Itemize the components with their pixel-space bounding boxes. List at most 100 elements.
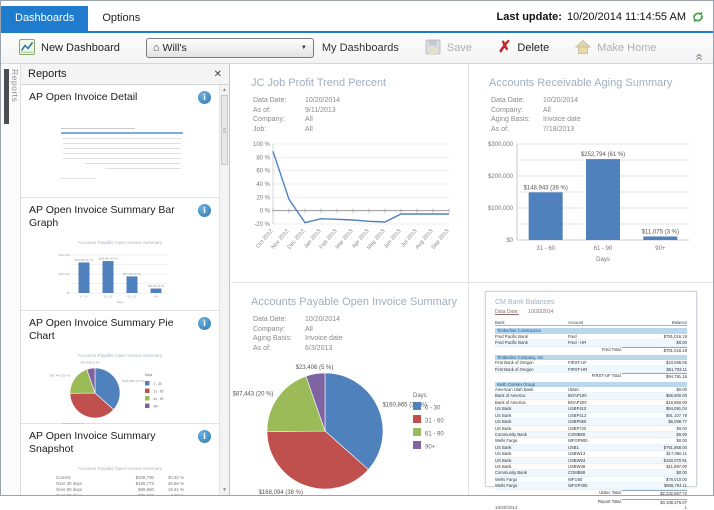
meta-row: Data Date: 10/20/2014 (253, 96, 468, 106)
pie-slice-label: $160,865 (37 %) (122, 379, 144, 383)
account-code: UtSec (567, 387, 580, 393)
bank-name: First Bank of Oregon (495, 360, 534, 366)
tab-dashboards[interactable]: Dashboards (1, 6, 89, 31)
report-item-ap-summary-bar-graph[interactable]: AP Open Invoice Summary Bar Graph i Acco… (21, 198, 219, 311)
bank-name: US Bank (495, 463, 512, 469)
reports-vertical-tab[interactable]: Reports (4, 69, 20, 127)
bank-name: US Bank (495, 444, 512, 450)
report-item-ap-summary-pie-chart[interactable]: AP Open Invoice Summary Pie Chart i Acco… (21, 311, 219, 424)
save-button[interactable]: Save (425, 39, 472, 58)
meta-value: 10/20/2014 (305, 97, 341, 104)
last-update: Last update: 10/20/2014 11:14:55 AM (497, 10, 713, 31)
meta-label: Company: (253, 325, 285, 333)
dashboard-select[interactable]: ⌂ Will's ▼ (145, 38, 314, 58)
make-home-button[interactable]: Make Home (574, 39, 657, 58)
bar-value-label: $11,075 (3 %) (642, 229, 679, 235)
y-tick-label: $200,000 (58, 253, 70, 257)
meta-label: Data Date: (491, 97, 525, 104)
column-header: Bank (495, 320, 505, 325)
info-icon[interactable]: i (198, 430, 211, 443)
tab-bar: Dashboards Options Last update: 10/20/20… (1, 1, 713, 33)
y-tick-label: $0 (506, 238, 513, 244)
meta-value: All (305, 125, 313, 133)
thumbnail-title: Accounts Payable Open Invoice Summary (77, 466, 163, 471)
meta-row: As of: 6/3/2013 (253, 344, 468, 354)
bar-chart: $300,000 $200,000 $100,000 $0 $148,943 (36 %… (488, 142, 689, 263)
bank-table-group-total: FIRST-UF Total: $94,791.16 (495, 373, 687, 379)
x-tick-label: 61 - 90 (128, 295, 137, 299)
y-tick-label: 0 % (260, 209, 271, 215)
scroll-down-arrow-icon[interactable]: ▼ (222, 487, 227, 493)
collapse-toolbar-icon[interactable]: « (692, 53, 708, 61)
scroll-up-arrow-icon[interactable]: ▲ (222, 87, 227, 93)
balance-value: $11,897.00 (666, 463, 687, 469)
account-code: WFGP900 (567, 438, 588, 444)
report-item-ap-open-invoice-detail[interactable]: AP Open Invoice Detail i (21, 85, 219, 198)
last-update-label: Last update: (496, 11, 562, 23)
account-code: USBP413 (567, 412, 587, 418)
bank-name: First Bank of Oregon (495, 366, 534, 372)
x-tick-label: 90+ (154, 295, 159, 299)
snapshot-amount: $25,505 (118, 493, 154, 495)
panel-cm-bank-balances: CM Bank Balances Data Date: 10/20/2014 B… (469, 283, 713, 510)
tab-options[interactable]: Options (102, 12, 141, 24)
y-tick-label: $200,000 (488, 174, 514, 180)
save-icon (425, 39, 441, 58)
sidebar-scrollbar[interactable]: ▲ ▼ (219, 85, 229, 495)
account-code: USBP550 (567, 419, 587, 425)
bank-table-header: Bank Account Balance (495, 320, 687, 327)
report-thumbnail-bar-chart: $200,000 $100,000 $0 $160,865 (37 %) 0 - 30 $… (58, 253, 168, 304)
bank-name: Bank of America (495, 399, 526, 405)
bank-table-row: US Bank USBP413 $91,107.78 (495, 412, 687, 420)
account-code: BOAP200 (567, 399, 587, 405)
scrollbar-thumb[interactable] (221, 95, 228, 165)
info-icon[interactable]: i (198, 204, 211, 217)
legend-label: 90+ (154, 405, 160, 409)
snapshot-category: Over 60 days (56, 487, 83, 492)
dashboard-area: JC Job Profit Trend Percent Data Date: 10… (231, 64, 713, 510)
thumbnail-title: Accounts Payable Open Invoice Summary (77, 240, 163, 245)
meta-label: Job: (253, 125, 267, 133)
x-axis-title: Days (596, 257, 610, 263)
info-icon[interactable]: i (198, 91, 211, 104)
bank-table-group-header: Timberline Construction (495, 328, 687, 334)
y-tick-label: 40 % (256, 182, 270, 188)
balance-value: $0.00 (676, 340, 687, 346)
info-icon[interactable]: i (198, 317, 211, 330)
bank-report-footer: 10/20/2014 1 (495, 505, 687, 510)
meta-label: Company: (491, 106, 523, 114)
snapshot-amount: $208,790 (135, 475, 154, 480)
bar-value-label: $87,443 (20 %) (123, 272, 141, 276)
pie-slice (86, 367, 96, 394)
bank-report-date: Data Date: 10/20/2014 (495, 309, 687, 315)
pie-chart: $160,865 (37 %) $168,094 (38 %) $87,443 (2… (233, 365, 444, 496)
snapshot-percent: 19.41 % (167, 487, 184, 492)
bar (643, 236, 678, 240)
x-tick-label: 0 - 30 (80, 295, 88, 299)
y-tick-label: 60 % (256, 169, 270, 175)
report-item-ap-summary-snapshot[interactable]: AP Open Invoice Summary Snapshot i Accou… (21, 424, 219, 495)
account-code: USBW53 (567, 457, 586, 463)
y-tick-label: $300,000 (488, 142, 514, 148)
snapshot-row: Current $208,790 30.32 % (56, 475, 184, 481)
bank-table-row: Wells Fargo WFGP400 $908,704.11 (495, 483, 687, 490)
snapshot-percent: 40.68 % (167, 481, 184, 486)
pie-slice (266, 430, 369, 490)
meta-value: Invoice date (543, 116, 581, 123)
column-header: Account (567, 320, 584, 325)
app-body: Reports Reports ✕ AP Open Invoice Detail… (1, 64, 713, 510)
x-tick-label: Jun 2013 (383, 228, 402, 249)
close-icon[interactable]: ✕ (213, 68, 222, 80)
bank-table-row: Bank of America BOAP200 $16,850.00 (495, 399, 687, 407)
refresh-icon[interactable] (691, 10, 705, 24)
total-value: $94,791.16 (621, 373, 687, 379)
delete-button[interactable]: ✗ Delete (498, 40, 549, 56)
bank-table-row: US Bank USBP720 $0.00 (495, 426, 687, 432)
account-code: COMB88 (567, 470, 586, 476)
delete-icon: ✗ (498, 39, 512, 56)
meta-label: Data Date: (253, 316, 287, 323)
legend-swatch (145, 388, 150, 393)
meta-value: 9/11/2013 (305, 106, 336, 114)
new-dashboard-button[interactable]: New Dashboard (19, 38, 120, 58)
pie-slice-label: $23,406 (5 %) (296, 365, 334, 371)
